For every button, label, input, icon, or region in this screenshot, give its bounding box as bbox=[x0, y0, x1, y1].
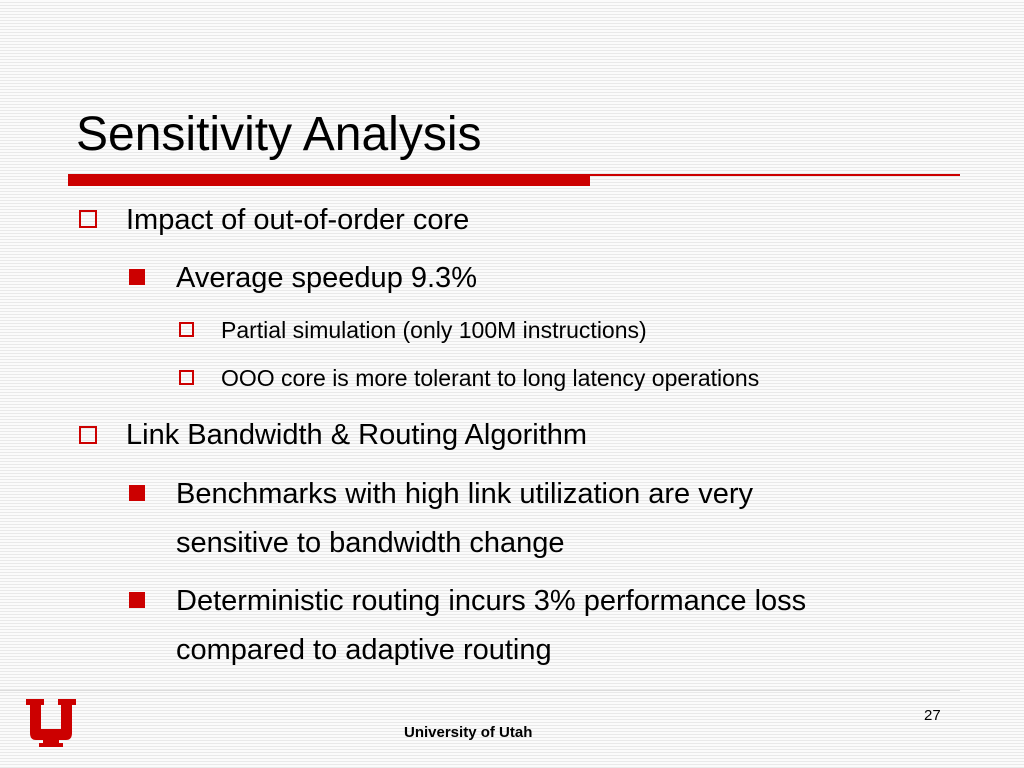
solid-square-bullet-icon bbox=[129, 485, 145, 501]
page-number: 27 bbox=[924, 707, 941, 724]
bullet-level1: Impact of out-of-order core bbox=[126, 204, 470, 236]
footer-institution: University of Utah bbox=[404, 724, 533, 741]
bullet-level2-line: Deterministic routing incurs 3% performa… bbox=[176, 585, 807, 617]
solid-square-bullet-icon bbox=[129, 592, 145, 608]
hollow-square-bullet-icon bbox=[79, 426, 97, 444]
bullet-level2: Average speedup 9.3% bbox=[176, 262, 477, 294]
footer-divider bbox=[0, 690, 960, 691]
title-underline-thick bbox=[68, 174, 590, 186]
bullet-level3: OOO core is more tolerant to long latenc… bbox=[221, 365, 760, 391]
hollow-square-bullet-icon bbox=[79, 210, 97, 228]
bullet-level2-line: compared to adaptive routing bbox=[176, 634, 552, 666]
bullet-level3: Partial simulation (only 100M instructio… bbox=[221, 317, 647, 343]
title-underline-thin bbox=[590, 174, 960, 176]
bullet-level2-line: Benchmarks with high link utilization ar… bbox=[176, 478, 754, 510]
slide-title: Sensitivity Analysis bbox=[76, 108, 482, 161]
bullet-level2-line: sensitive to bandwidth change bbox=[176, 527, 565, 559]
university-of-utah-logo-icon bbox=[26, 699, 76, 747]
hollow-square-bullet-icon bbox=[179, 322, 194, 337]
hollow-square-bullet-icon bbox=[179, 370, 194, 385]
solid-square-bullet-icon bbox=[129, 269, 145, 285]
bullet-level1: Link Bandwidth & Routing Algorithm bbox=[126, 419, 588, 451]
